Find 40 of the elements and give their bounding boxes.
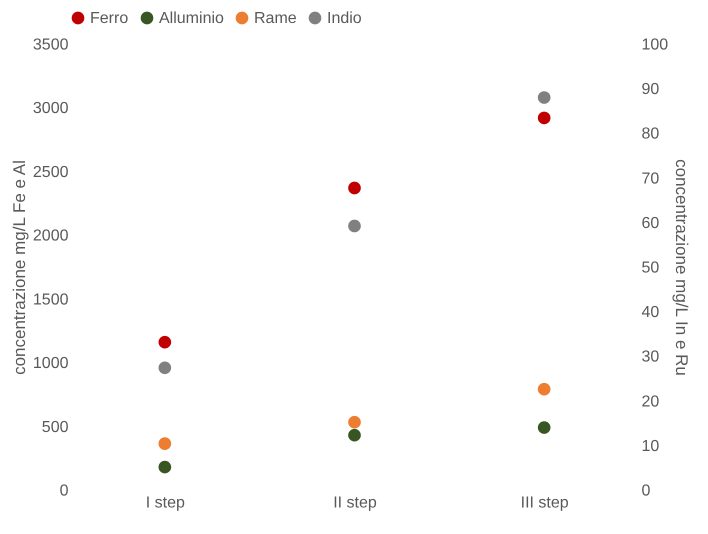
point [348, 182, 361, 194]
x-tick-label: II step [333, 494, 377, 512]
point [538, 382, 550, 396]
y2-tick-label: 10 [642, 438, 660, 455]
y-tick-label: 1500 [32, 291, 69, 308]
y2-tick-label: 0 [642, 482, 650, 500]
legend-label: Indio [327, 10, 362, 27]
point [158, 336, 172, 348]
y-tick-label: 2000 [32, 228, 69, 245]
point [348, 416, 361, 429]
y-tick-label: 1000 [32, 355, 69, 372]
y2-tick-label: 50 [642, 260, 660, 276]
y-tick-label: 500 [42, 418, 69, 436]
x-tick-label: III step [520, 494, 569, 512]
y-tick-label: 0 [60, 482, 69, 500]
y-tick-label: 2500 [32, 164, 69, 181]
y2-tick-label: 100 [642, 36, 668, 54]
legend-label: Ferro [90, 10, 128, 27]
point [158, 437, 172, 450]
y-tick-label: 3000 [32, 100, 69, 118]
y2-tick-label: 90 [642, 81, 660, 98]
point [158, 460, 172, 474]
legend-label: Alluminio [159, 10, 224, 27]
x-tick-label: I step [146, 494, 185, 512]
y2-tick-label: 30 [642, 348, 660, 366]
y2-tick-label: 80 [642, 126, 660, 143]
y2-tick-label: 40 [642, 304, 660, 322]
y-tick-label: 3500 [32, 36, 69, 54]
legend-label: Rame [254, 10, 297, 27]
point [538, 421, 550, 434]
point [158, 361, 172, 374]
y2-tick-label: 60 [642, 214, 660, 232]
point [538, 112, 550, 124]
y2-tick-label: 70 [642, 170, 660, 188]
point [348, 220, 361, 232]
y-axis-title: concentrazione mg/L Fe e Al [10, 160, 29, 375]
point [538, 91, 550, 104]
y2-tick-label: 20 [642, 393, 660, 410]
y2-axis-title: concentrazione mg/L In e Ru [672, 159, 692, 376]
point [348, 428, 361, 442]
